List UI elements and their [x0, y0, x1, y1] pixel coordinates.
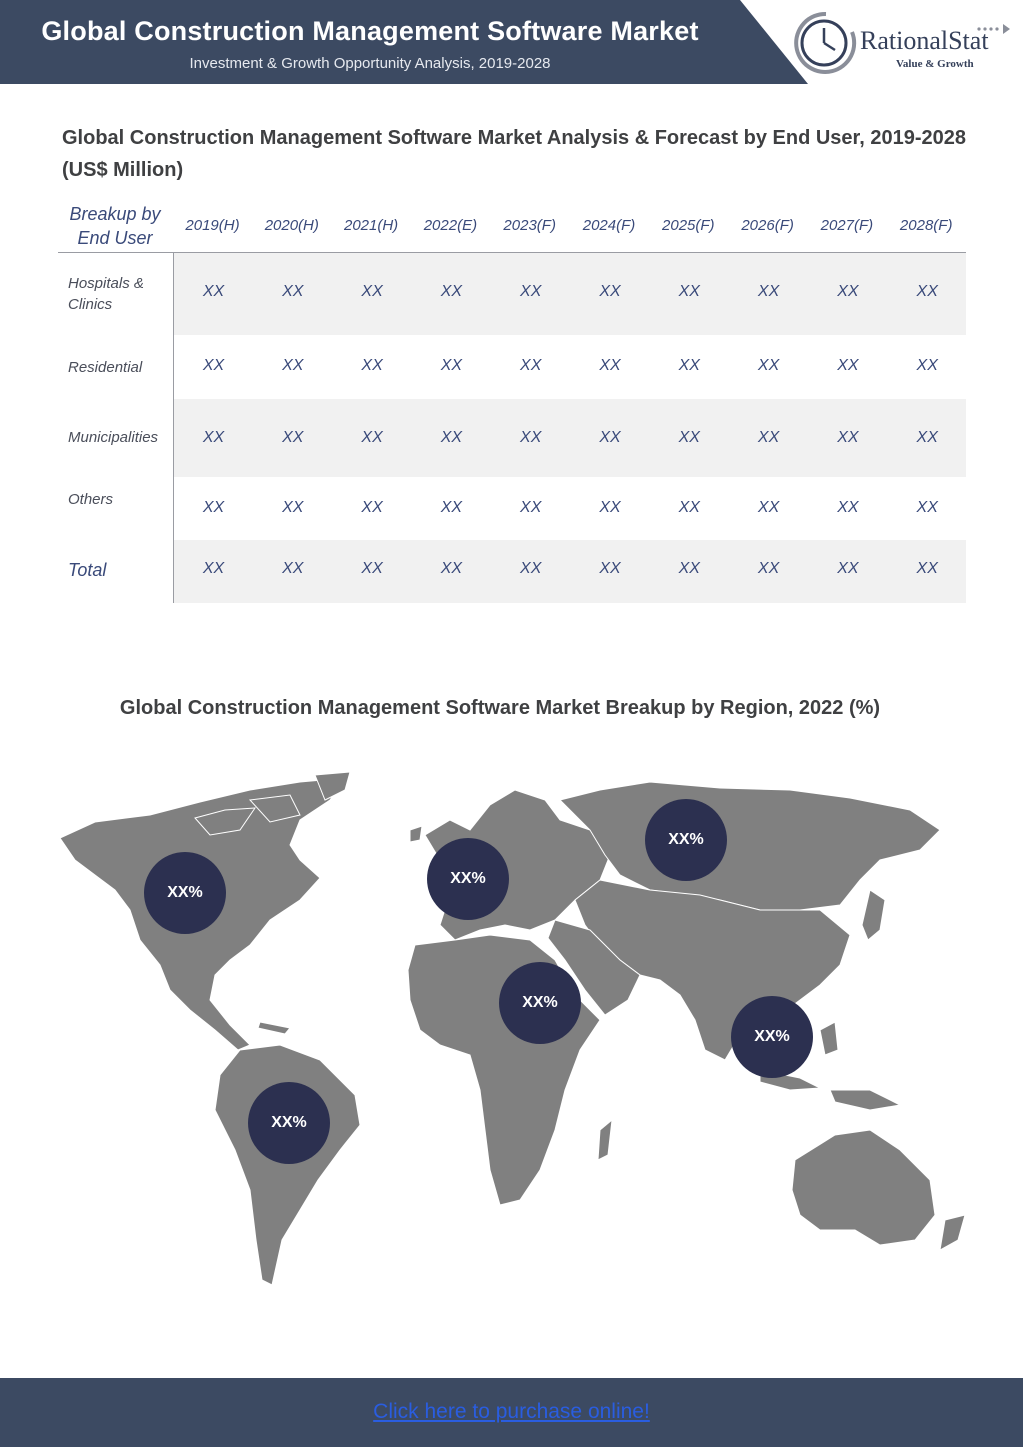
table-cell: XX	[361, 560, 383, 577]
table-cell: XX	[837, 560, 859, 577]
table-cell: XX	[757, 283, 780, 300]
table-cell: XX	[837, 499, 859, 516]
table-cell: XX	[202, 499, 225, 516]
row-label: Others	[68, 491, 114, 508]
page-subtitle: Investment & Growth Opportunity Analysis…	[189, 55, 551, 72]
region-bubble-middle-east-africa: XX%	[499, 962, 581, 1044]
table-cell: XX	[599, 429, 621, 446]
table-cell: XX	[757, 429, 780, 446]
table-cell: XX	[757, 560, 780, 577]
table-cell: XX	[916, 499, 938, 516]
table-cell: XX	[678, 283, 700, 300]
table-cell: XX	[282, 429, 304, 446]
map-title: Global Construction Management Software …	[119, 697, 881, 719]
table-cell: XX	[282, 357, 304, 374]
year-header: 2028(F)	[899, 217, 953, 234]
logo-name: RationalStat	[860, 26, 989, 55]
table-cell: XX	[916, 429, 938, 446]
table-row: Municipalities XX XX XX XX XX XX XX XX XX XX	[58, 399, 966, 477]
table-row: Others XX XX XX XX XX XX XX XX XX XX	[58, 477, 966, 540]
table-cell: XX	[440, 357, 463, 374]
table-header-first: Breakup by End User	[69, 204, 161, 248]
table-cell: XX	[361, 357, 383, 374]
table-cell: XX	[520, 357, 542, 374]
year-header: 2026(F)	[741, 217, 794, 234]
table-cell: XX	[361, 283, 383, 300]
table-cell: XX	[520, 429, 542, 446]
table-cell: XX	[678, 499, 700, 516]
table-row: Residential XX XX XX XX XX XX XX XX XX XX	[58, 335, 966, 399]
table-cell: XX	[599, 283, 621, 300]
row-label: Residential	[68, 359, 143, 376]
row-label: Municipalities	[68, 429, 159, 446]
table-cell: XX	[757, 499, 780, 516]
table-cell: XX	[837, 429, 859, 446]
region-bubble-russia: XX%	[645, 799, 727, 881]
table-cell: XX	[599, 357, 621, 374]
header-band	[0, 0, 808, 84]
table-cell: XX	[202, 560, 225, 577]
page-header: Global Construction Management Software …	[0, 0, 1023, 84]
table-cell: XX	[361, 429, 383, 446]
arrow-icon	[977, 24, 1010, 34]
table-cell: XX	[282, 499, 304, 516]
year-header: 2023(F)	[503, 217, 556, 234]
table-cell: XX	[837, 357, 859, 374]
table-cell: XX	[202, 283, 225, 300]
row-cells: XX XX XX XX XX XX XX XX XX XX	[173, 253, 966, 335]
page-title: Global Construction Management Software …	[41, 16, 699, 46]
row-label: Total	[68, 560, 107, 580]
row-cells: XX XX XX XX XX XX XX XX XX XX	[173, 399, 966, 477]
table-cell: XX	[757, 357, 780, 374]
page-footer: Click here to purchase online!	[0, 1378, 1023, 1447]
region-bubble-south-america: XX%	[248, 1082, 330, 1164]
year-header: 2024(F)	[582, 217, 636, 234]
forecast-table: Breakup by End User 2019(H) 2020(H) 2021(H…	[58, 200, 966, 603]
table-cell: XX	[202, 357, 225, 374]
row-cells: XX XX XX XX XX XX XX XX XX XX	[173, 540, 966, 603]
year-header: 2027(F)	[820, 217, 874, 234]
year-header: 2021(H)	[343, 217, 399, 234]
table-cell: XX	[361, 499, 383, 516]
year-header: 2020(H)	[264, 217, 319, 234]
table-cell: XX	[916, 357, 938, 374]
row-label: Hospitals & Clinics	[68, 275, 144, 313]
purchase-link[interactable]: Click here to purchase online!	[373, 1400, 650, 1423]
year-header: 2025(F)	[662, 217, 715, 234]
table-cell: XX	[916, 283, 938, 300]
table-cell: XX	[599, 499, 621, 516]
logo-tagline: Value & Growth	[896, 58, 974, 70]
clock-icon	[794, 11, 857, 74]
region-bubble-europe: XX%	[427, 838, 509, 920]
table-cell: XX	[520, 499, 542, 516]
table-cell: XX	[599, 560, 621, 577]
rationalstat-logo[interactable]: RationalStat Value & Growth	[790, 8, 1020, 78]
table-cell: XX	[202, 429, 225, 446]
table-cell: XX	[282, 560, 304, 577]
table-cell: XX	[440, 499, 463, 516]
table-cell: XX	[520, 283, 542, 300]
table-cell: XX	[678, 429, 700, 446]
table-cell: XX	[916, 560, 938, 577]
table-cell: XX	[678, 357, 700, 374]
row-cells: XX XX XX XX XX XX XX XX XX XX	[173, 477, 966, 540]
year-header: 2019(H)	[185, 217, 240, 234]
table-cell: XX	[282, 283, 304, 300]
table-cell: XX	[440, 560, 463, 577]
table-cell: XX	[520, 560, 542, 577]
table-title: Global Construction Management Software …	[62, 127, 966, 181]
table-row: Hospitals & Clinics XX XX XX XX XX XX XX XX XX XX	[58, 253, 966, 335]
table-cell: XX	[837, 283, 859, 300]
row-cells: XX XX XX XX XX XX XX XX XX XX	[173, 335, 966, 399]
table-row: Total XX XX XX XX XX XX XX XX XX XX	[58, 540, 966, 603]
region-bubble-north-america: XX%	[144, 852, 226, 934]
year-header: 2022(E)	[423, 217, 478, 234]
table-cell: XX	[678, 560, 700, 577]
region-bubble-asia-pacific: XX%	[731, 996, 813, 1078]
table-cell: XX	[440, 429, 463, 446]
table-cell: XX	[440, 283, 463, 300]
table-header: Breakup by End User 2019(H) 2020(H) 2021(H…	[58, 200, 966, 253]
